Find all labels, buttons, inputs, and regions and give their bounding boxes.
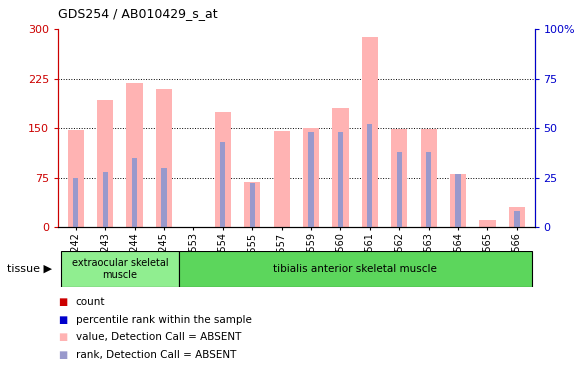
- FancyBboxPatch shape: [179, 251, 532, 287]
- Bar: [509, 207, 525, 227]
- Bar: [332, 108, 349, 227]
- Bar: [102, 172, 108, 227]
- Bar: [456, 173, 461, 227]
- Text: ■: ■: [58, 350, 67, 360]
- Bar: [97, 100, 113, 227]
- Bar: [156, 89, 172, 227]
- Text: GDS254 / AB010429_s_at: GDS254 / AB010429_s_at: [58, 7, 218, 20]
- Bar: [127, 83, 143, 227]
- Text: count: count: [76, 297, 105, 307]
- Bar: [391, 130, 407, 227]
- FancyBboxPatch shape: [61, 251, 179, 287]
- Bar: [274, 131, 290, 227]
- Bar: [397, 152, 402, 227]
- Bar: [421, 130, 437, 227]
- Bar: [67, 130, 84, 227]
- Bar: [338, 132, 343, 227]
- Text: ■: ■: [58, 314, 67, 325]
- Bar: [479, 220, 496, 227]
- Bar: [450, 174, 466, 227]
- Text: rank, Detection Call = ABSENT: rank, Detection Call = ABSENT: [76, 350, 236, 360]
- Bar: [244, 182, 260, 227]
- Bar: [514, 211, 519, 227]
- Text: value, Detection Call = ABSENT: value, Detection Call = ABSENT: [76, 332, 241, 342]
- Bar: [220, 142, 225, 227]
- Bar: [250, 183, 255, 227]
- Text: ■: ■: [58, 332, 67, 342]
- Text: extraocular skeletal
muscle: extraocular skeletal muscle: [71, 258, 168, 280]
- Bar: [362, 37, 378, 227]
- Bar: [367, 124, 372, 227]
- Bar: [303, 128, 319, 227]
- Bar: [132, 158, 137, 227]
- Bar: [215, 112, 231, 227]
- Bar: [73, 178, 78, 227]
- Text: percentile rank within the sample: percentile rank within the sample: [76, 314, 252, 325]
- Text: tibialis anterior skeletal muscle: tibialis anterior skeletal muscle: [273, 264, 437, 274]
- Text: ■: ■: [58, 297, 67, 307]
- Text: tissue ▶: tissue ▶: [7, 264, 52, 274]
- Bar: [162, 168, 167, 227]
- Bar: [426, 152, 431, 227]
- Bar: [309, 132, 314, 227]
